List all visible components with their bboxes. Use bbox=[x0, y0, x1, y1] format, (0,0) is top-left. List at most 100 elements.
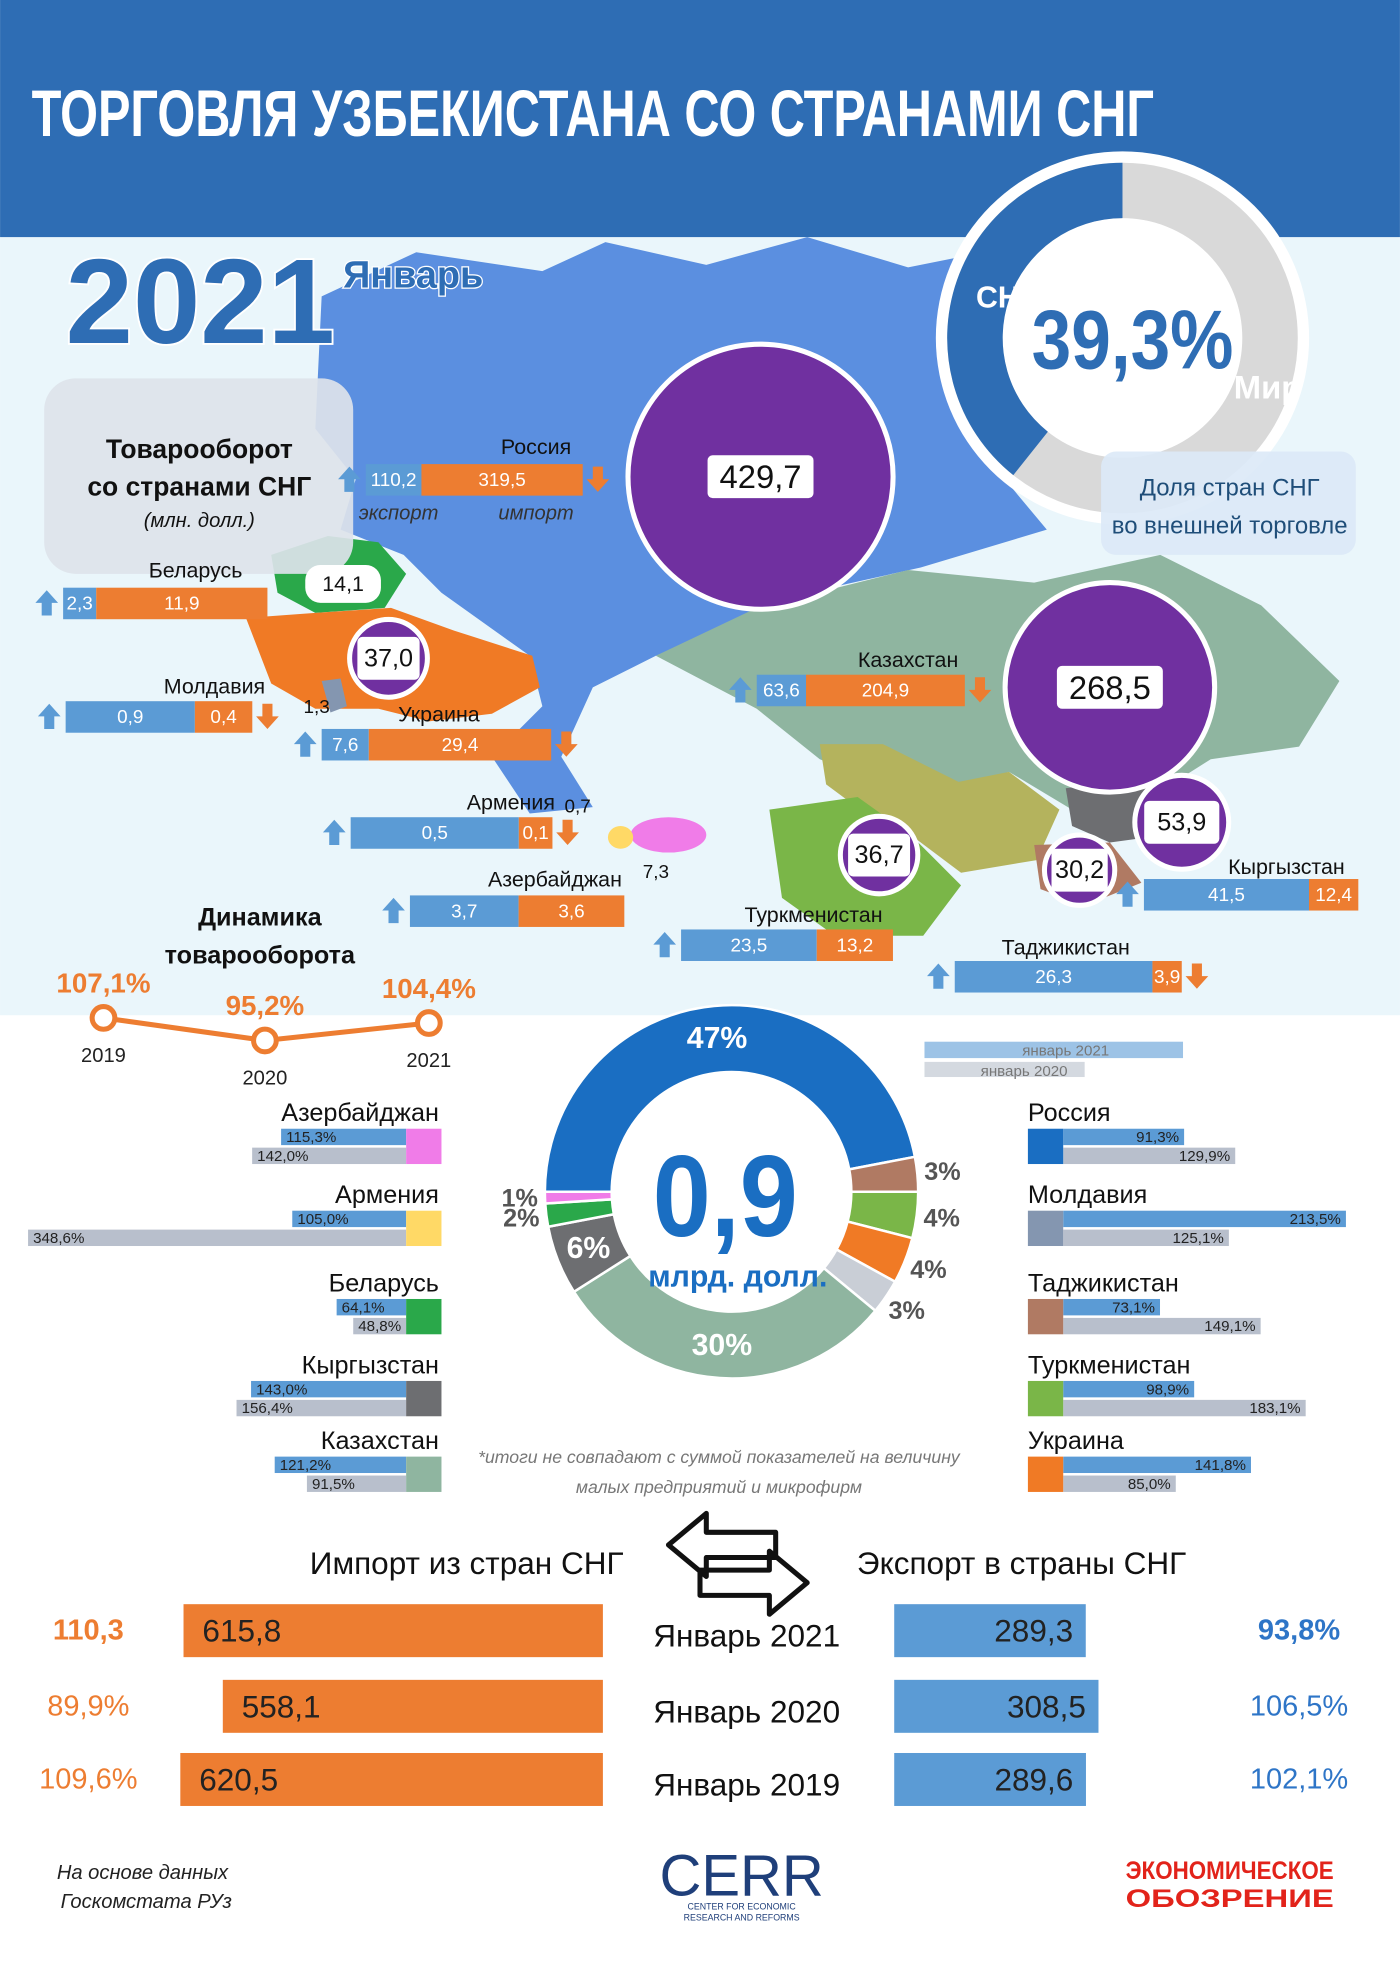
growth-country: Украина bbox=[1028, 1427, 1125, 1455]
total-label-box bbox=[357, 636, 420, 680]
growth-value: 85,0% bbox=[1128, 1476, 1171, 1493]
export-trend-arrow bbox=[322, 819, 346, 845]
import-bar bbox=[222, 1679, 603, 1733]
import-bar bbox=[180, 1752, 603, 1806]
structure-label: 1% bbox=[502, 1184, 538, 1212]
growth-country: Россия bbox=[1028, 1099, 1111, 1127]
import-trend-arrow bbox=[556, 819, 579, 845]
export-value: 23,5 bbox=[731, 935, 768, 956]
import-value: 11,9 bbox=[164, 594, 199, 615]
structure-label: 6% bbox=[567, 1232, 611, 1265]
total-label-box bbox=[1144, 800, 1220, 844]
growth-country: Казахстан bbox=[321, 1427, 439, 1455]
growth-country: Азербайджан bbox=[281, 1099, 439, 1127]
import-value: 13,2 bbox=[836, 935, 873, 956]
share-caption-box bbox=[1101, 451, 1356, 555]
export-trend-arrow bbox=[293, 731, 317, 757]
exchange-icon bbox=[665, 1510, 810, 1617]
growth-value: 48,8% bbox=[358, 1318, 401, 1335]
export-value: 3,7 bbox=[451, 901, 477, 922]
export-value: 110,2 bbox=[371, 470, 417, 491]
growth-bar bbox=[336, 1298, 407, 1316]
cerr-logo: CERR bbox=[659, 1844, 823, 1909]
total-label-box bbox=[848, 833, 911, 877]
total-label: 30,2 bbox=[1055, 856, 1104, 884]
dynamics-value: 107,1% bbox=[56, 968, 150, 999]
import-bar bbox=[194, 701, 253, 733]
growth-country: Туркменистан bbox=[1028, 1351, 1191, 1379]
import-bar bbox=[816, 929, 893, 961]
growth-bar bbox=[1063, 1128, 1185, 1146]
country-name: Кыргызстан bbox=[1228, 855, 1345, 879]
growth-country: Таджикистан bbox=[1028, 1269, 1179, 1297]
export-bar bbox=[756, 674, 807, 707]
source-note: На основе данных bbox=[57, 1862, 229, 1884]
growth-value: 64,1% bbox=[342, 1299, 385, 1316]
cis-share-arc bbox=[947, 162, 1123, 476]
export-title: Экспорт в страны СНГ bbox=[857, 1545, 1186, 1581]
structure-label: 2% bbox=[503, 1204, 539, 1232]
total-label-box bbox=[1056, 665, 1163, 709]
structure-note: малых предприятий и микрофирм bbox=[576, 1477, 862, 1497]
year: 2021 bbox=[66, 233, 335, 369]
legend-label: январь 2021 bbox=[1022, 1043, 1109, 1060]
dynamics-title: Динамика bbox=[198, 904, 323, 932]
dynamics-year: 2020 bbox=[242, 1068, 287, 1090]
import-value: 12,4 bbox=[1315, 885, 1352, 906]
structure-note: *итоги не совпадают с суммой показателей… bbox=[478, 1447, 961, 1467]
import-trend-arrow bbox=[968, 677, 992, 703]
export-value: 41,5 bbox=[1208, 885, 1245, 906]
growth-swatch bbox=[1027, 1128, 1064, 1165]
legend-swatch bbox=[924, 1061, 1085, 1078]
export-growth: 93,8% bbox=[1258, 1615, 1340, 1647]
growth-bar bbox=[281, 1128, 407, 1146]
title: ТОРГОВЛЯ УЗБЕКИСТАНА СО СТРАНАМИ СНГ bbox=[32, 77, 1154, 150]
growth-value: 213,5% bbox=[1290, 1211, 1341, 1228]
publisher: ОБОЗРЕНИЕ bbox=[1126, 1885, 1334, 1913]
export-bar bbox=[350, 817, 519, 849]
dynamics-point bbox=[414, 1009, 443, 1037]
growth-swatch bbox=[406, 1128, 442, 1165]
country-name: Беларусь bbox=[149, 559, 243, 583]
export-trend-arrow bbox=[382, 897, 405, 924]
export-growth: 102,1% bbox=[1250, 1763, 1348, 1795]
growth-bar bbox=[251, 1380, 407, 1398]
growth-bar bbox=[1063, 1380, 1195, 1398]
export-label: экспорт bbox=[359, 503, 439, 525]
import-value: 0,4 bbox=[210, 707, 236, 728]
dynamics-value: 95,2% bbox=[226, 990, 305, 1021]
structure-unit: млрд. долл. bbox=[648, 1260, 827, 1293]
dynamics-title: товарооборота bbox=[165, 942, 356, 970]
country-name: Молдавия bbox=[164, 675, 265, 699]
growth-country: Кыргызстан bbox=[302, 1351, 439, 1379]
import-value: 0,1 bbox=[522, 823, 548, 844]
export-bar bbox=[365, 464, 422, 496]
dynamics-value: 104,4% bbox=[382, 973, 476, 1004]
import-bar bbox=[518, 817, 553, 849]
import-value: 29,4 bbox=[442, 735, 479, 756]
total-label: 1,3 bbox=[303, 697, 329, 718]
cerr-sub: RESEARCH AND REFORMS bbox=[684, 1913, 800, 1923]
growth-bar bbox=[274, 1456, 407, 1474]
import-value: 3,9 bbox=[1154, 967, 1180, 988]
growth-value: 143,0% bbox=[256, 1381, 307, 1398]
import-value: 615,8 bbox=[202, 1613, 281, 1649]
growth-country: Молдавия bbox=[1028, 1181, 1147, 1209]
growth-swatch bbox=[406, 1298, 442, 1335]
growth-bar bbox=[1063, 1456, 1251, 1474]
structure-segment bbox=[543, 1003, 917, 1194]
growth-value: 149,1% bbox=[1204, 1318, 1255, 1335]
total-label: 0,7 bbox=[565, 797, 591, 818]
total-label-box bbox=[305, 564, 381, 603]
export-trend-arrow bbox=[1116, 881, 1139, 907]
structure-label: 3% bbox=[889, 1297, 925, 1325]
import-value: 558,1 bbox=[242, 1688, 321, 1724]
cis-label: СНГ bbox=[976, 282, 1037, 315]
import-bar bbox=[421, 464, 583, 496]
share-inner bbox=[1006, 221, 1239, 455]
turnover-title: со странами СНГ bbox=[87, 472, 311, 502]
structure-label: 3% bbox=[924, 1158, 960, 1186]
share-caption: во внешней торговле bbox=[1112, 512, 1348, 539]
